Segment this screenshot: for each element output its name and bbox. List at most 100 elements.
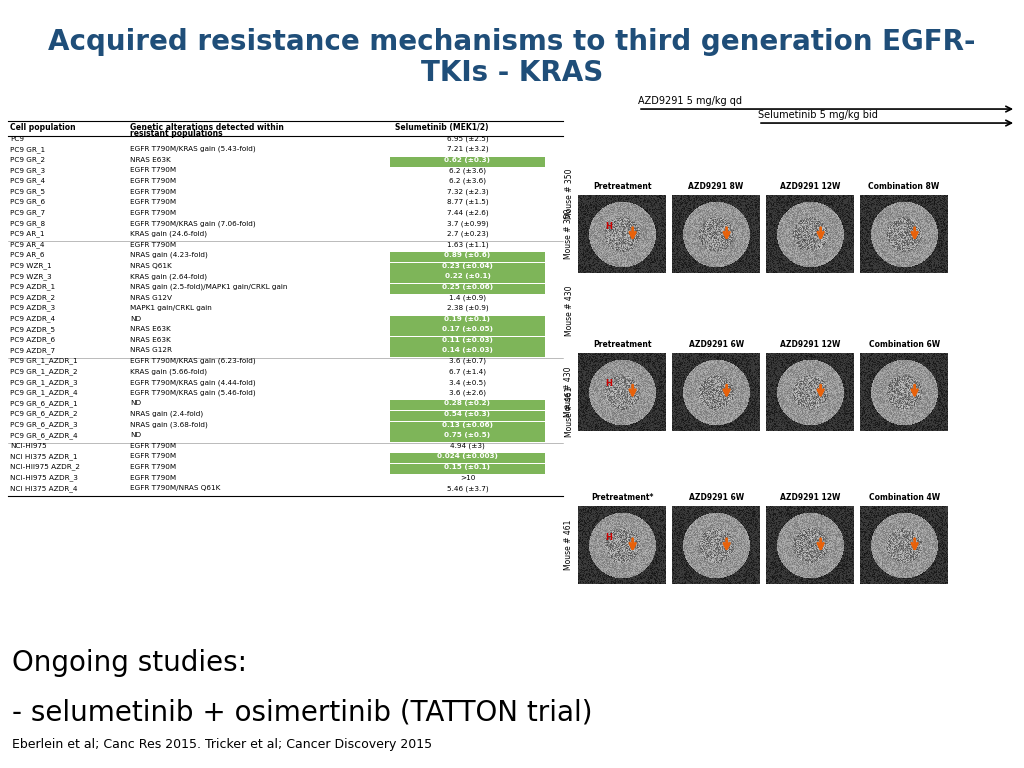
Text: NRAS Q61K: NRAS Q61K [130, 263, 172, 269]
Text: NRAS gain (2.5-fold)/MAPK1 gain/CRKL gain: NRAS gain (2.5-fold)/MAPK1 gain/CRKL gai… [130, 283, 288, 290]
Text: PC9: PC9 [10, 135, 24, 141]
Text: MAPK1 gain/CRKL gain: MAPK1 gain/CRKL gain [130, 305, 212, 311]
Text: PC9 GR_1_AZDR_1: PC9 GR_1_AZDR_1 [10, 358, 78, 365]
Bar [390, 157, 545, 167]
Text: Mouse # 430: Mouse # 430 [563, 366, 572, 417]
Text: 4.94 (±3): 4.94 (±3) [451, 442, 485, 449]
Bar [390, 432, 545, 442]
Text: ND: ND [130, 316, 141, 322]
Text: PC9 AR_4: PC9 AR_4 [10, 241, 44, 248]
Text: PC9 AZDR_1: PC9 AZDR_1 [10, 283, 55, 290]
Bar [390, 273, 545, 283]
Text: 0.11 (±0.03): 0.11 (±0.03) [442, 337, 493, 343]
Text: 0.75 (±0.5): 0.75 (±0.5) [444, 432, 490, 439]
Text: Acquired resistance mechanisms to third generation EGFR-: Acquired resistance mechanisms to third … [48, 28, 976, 56]
Text: 8.77 (±1.5): 8.77 (±1.5) [446, 199, 488, 205]
Text: 6.2 (±3.6): 6.2 (±3.6) [449, 177, 486, 184]
Text: Mouse # 350: Mouse # 350 [565, 169, 574, 220]
Bar [390, 336, 545, 347]
Text: Selumetinib 5 mg/kg bid: Selumetinib 5 mg/kg bid [758, 110, 878, 120]
Text: EGFR T790M: EGFR T790M [130, 453, 176, 459]
Bar [390, 263, 545, 273]
Bar [390, 283, 545, 294]
Text: Combination 8W: Combination 8W [868, 182, 940, 191]
Text: 3.6 (±0.7): 3.6 (±0.7) [449, 358, 486, 364]
Text: EGFR T790M: EGFR T790M [130, 178, 176, 184]
Bar [390, 422, 545, 432]
Bar [390, 453, 545, 463]
Text: 0.15 (±0.1): 0.15 (±0.1) [444, 464, 490, 470]
Text: 6.2 (±3.6): 6.2 (±3.6) [449, 167, 486, 174]
Text: AZD9291 12W: AZD9291 12W [780, 493, 841, 502]
Text: Genetic alterations detected within: Genetic alterations detected within [130, 123, 284, 132]
Text: EGFR T790M/KRAS gain (4.44-fold): EGFR T790M/KRAS gain (4.44-fold) [130, 379, 256, 386]
Text: AZD9291 5 mg/kg qd: AZD9291 5 mg/kg qd [638, 96, 742, 106]
Text: PC9 GR_5: PC9 GR_5 [10, 188, 45, 195]
Bar [390, 464, 545, 474]
Text: Mouse # 461: Mouse # 461 [563, 520, 572, 571]
Text: 7.44 (±2.6): 7.44 (±2.6) [446, 210, 488, 216]
Text: 1.4 (±0.9): 1.4 (±0.9) [449, 294, 486, 301]
Text: Cell population: Cell population [10, 123, 76, 132]
Text: PC9 AZDR_5: PC9 AZDR_5 [10, 326, 55, 333]
Text: AZD9291 12W: AZD9291 12W [780, 182, 841, 191]
Text: EGFR T790M: EGFR T790M [130, 443, 176, 449]
Text: NRAS gain (2.4-fold): NRAS gain (2.4-fold) [130, 411, 203, 417]
Text: - selumetinib + osimertinib (TATTON trial): - selumetinib + osimertinib (TATTON tria… [12, 699, 593, 727]
Text: AZD9291 6W: AZD9291 6W [688, 493, 743, 502]
Text: 7.32 (±2.3): 7.32 (±2.3) [446, 188, 488, 195]
Bar [390, 347, 545, 357]
Bar [390, 316, 545, 326]
Text: EGFR T790M: EGFR T790M [130, 167, 176, 174]
Text: NCI-HI975: NCI-HI975 [10, 443, 47, 449]
Text: EGFR T790M: EGFR T790M [130, 464, 176, 470]
Text: PC9 WZR_3: PC9 WZR_3 [10, 273, 51, 280]
Text: 0.25 (±0.06): 0.25 (±0.06) [442, 284, 494, 290]
Text: Selumetinib (MEK1/2): Selumetinib (MEK1/2) [395, 123, 488, 132]
Text: 7.21 (±3.2): 7.21 (±3.2) [446, 146, 488, 152]
Text: H: H [605, 533, 612, 542]
Text: 0.89 (±0.6): 0.89 (±0.6) [444, 252, 490, 258]
Text: PC9 GR_1: PC9 GR_1 [10, 146, 45, 153]
Text: AZD9291 6W: AZD9291 6W [688, 339, 743, 349]
Text: PC9 GR_6_AZDR_3: PC9 GR_6_AZDR_3 [10, 422, 78, 428]
Text: PC9 AZDR_6: PC9 AZDR_6 [10, 336, 55, 343]
Text: PC9 GR_1_AZDR_2: PC9 GR_1_AZDR_2 [10, 369, 78, 375]
Text: >10: >10 [460, 475, 475, 481]
Text: 0.17 (±0.05): 0.17 (±0.05) [442, 326, 493, 333]
Text: TKIs - KRAS: TKIs - KRAS [421, 59, 603, 87]
Text: Combination 4W: Combination 4W [868, 493, 940, 502]
Text: PC9 AZDR_4: PC9 AZDR_4 [10, 316, 55, 322]
Text: PC9 AZDR_2: PC9 AZDR_2 [10, 294, 55, 301]
Text: PC9 GR_6_AZDR_1: PC9 GR_6_AZDR_1 [10, 400, 78, 407]
Text: Ongoing studies:: Ongoing studies: [12, 649, 247, 677]
Text: 5.46 (±3.7): 5.46 (±3.7) [446, 485, 488, 492]
Text: NCI-HII975 AZDR_2: NCI-HII975 AZDR_2 [10, 464, 80, 471]
Text: EGFR T790M: EGFR T790M [130, 241, 176, 247]
Text: NRAS G12V: NRAS G12V [130, 294, 172, 300]
Text: PC9 AR_1: PC9 AR_1 [10, 230, 44, 237]
Text: Pretreatment: Pretreatment [593, 182, 651, 191]
Text: EGFR T790M/NRAS Q61K: EGFR T790M/NRAS Q61K [130, 485, 220, 492]
Text: KRAS gain (5.66-fold): KRAS gain (5.66-fold) [130, 369, 207, 375]
Text: NRAS gain (3.68-fold): NRAS gain (3.68-fold) [130, 422, 208, 428]
Text: 2.38 (±0.9): 2.38 (±0.9) [446, 305, 488, 311]
Text: PC9 WZR_1: PC9 WZR_1 [10, 263, 51, 269]
Text: 0.23 (±0.04): 0.23 (±0.04) [442, 263, 493, 269]
Text: NCI HI375 AZDR_4: NCI HI375 AZDR_4 [10, 485, 78, 492]
Text: NRAS E63K: NRAS E63K [130, 157, 171, 163]
Text: 2.7 (±0.23): 2.7 (±0.23) [446, 230, 488, 237]
Text: EGFR T790M: EGFR T790M [130, 199, 176, 205]
Text: Mouse # 430: Mouse # 430 [565, 286, 574, 336]
Text: 3.4 (±0.5): 3.4 (±0.5) [449, 379, 486, 386]
Text: PC9 GR_3: PC9 GR_3 [10, 167, 45, 174]
Text: NCI-HI975 AZDR_3: NCI-HI975 AZDR_3 [10, 475, 78, 481]
Text: EGFR T790M: EGFR T790M [130, 210, 176, 216]
Text: H: H [605, 379, 612, 389]
Text: Mouse # 350: Mouse # 350 [563, 209, 572, 260]
Text: NRAS gain (4.23-fold): NRAS gain (4.23-fold) [130, 252, 208, 258]
Text: AZD9291 12W: AZD9291 12W [780, 339, 841, 349]
Text: PC9 GR_2: PC9 GR_2 [10, 157, 45, 163]
Text: 0.22 (±0.1): 0.22 (±0.1) [444, 273, 490, 280]
Text: PC9 GR_1_AZDR_3: PC9 GR_1_AZDR_3 [10, 379, 78, 386]
